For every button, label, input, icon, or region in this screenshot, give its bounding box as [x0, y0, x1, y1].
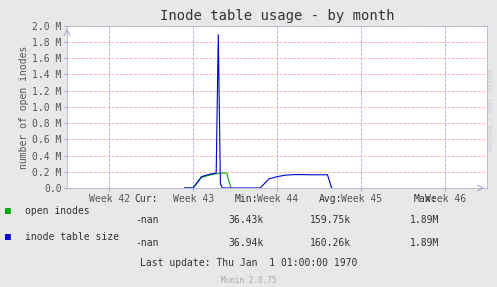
Title: Inode table usage - by month: Inode table usage - by month	[160, 9, 394, 23]
Y-axis label: number of open inodes: number of open inodes	[19, 45, 29, 168]
Text: 159.75k: 159.75k	[310, 215, 351, 224]
Text: 36.94k: 36.94k	[229, 238, 263, 247]
Text: inode table size: inode table size	[25, 232, 119, 242]
Text: Avg:: Avg:	[319, 195, 342, 204]
Text: 160.26k: 160.26k	[310, 238, 351, 247]
Text: Min:: Min:	[234, 195, 258, 204]
Text: 36.43k: 36.43k	[229, 215, 263, 224]
Text: -nan: -nan	[135, 215, 159, 224]
Text: Munin 2.0.75: Munin 2.0.75	[221, 276, 276, 285]
Text: -nan: -nan	[135, 238, 159, 247]
Text: open inodes: open inodes	[25, 206, 89, 216]
Text: Cur:: Cur:	[135, 195, 159, 204]
Text: ■: ■	[5, 232, 11, 242]
Text: ■: ■	[5, 206, 11, 216]
Text: 1.89M: 1.89M	[410, 238, 440, 247]
Text: Last update: Thu Jan  1 01:00:00 1970: Last update: Thu Jan 1 01:00:00 1970	[140, 258, 357, 267]
Text: 1.89M: 1.89M	[410, 215, 440, 224]
Text: Max:: Max:	[413, 195, 437, 204]
Text: RRDTOOL / TOBI OETIKER: RRDTOOL / TOBI OETIKER	[489, 68, 494, 150]
